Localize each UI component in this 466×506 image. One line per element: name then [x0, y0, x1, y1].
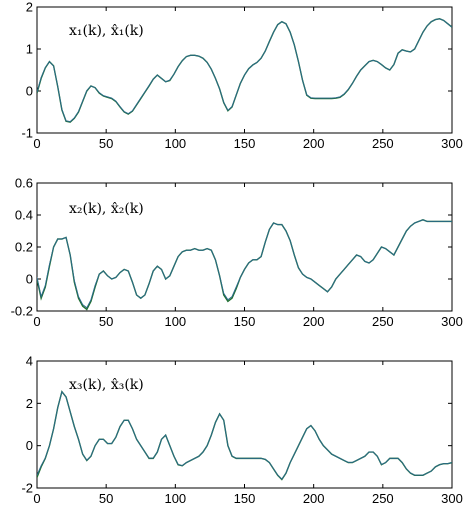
x-tick-label: 250 [372, 314, 394, 329]
x-tick-label: 50 [99, 314, 113, 329]
y-tick-label: -2 [21, 481, 33, 496]
x-tick-label: 300 [441, 491, 463, 506]
x-tick-label: 300 [441, 314, 463, 329]
series-line-estimate [37, 18, 452, 123]
series-line-estimate [37, 390, 452, 480]
series-line-state [37, 390, 452, 481]
series-annotation: x₁(k), x̂₁(k) [69, 23, 144, 39]
x-tick-label: 200 [303, 136, 325, 151]
series-annotation: x₂(k), x̂₂(k) [69, 201, 144, 217]
x-tick-label: 0 [33, 136, 40, 151]
x-tick-label: 100 [164, 314, 186, 329]
x-tick-label: 100 [164, 136, 186, 151]
series-line-state [37, 219, 452, 311]
series-annotation: x₃(k), x̂₃(k) [69, 377, 144, 393]
y-tick-label: 0.2 [15, 240, 33, 255]
x-tick-label: 250 [372, 491, 394, 506]
series-line-estimate [37, 219, 452, 309]
y-tick-label: -1 [21, 126, 33, 141]
x-tick-label: 0 [33, 491, 40, 506]
y-tick-label: 0 [26, 438, 33, 453]
y-tick-label: 2 [26, 0, 33, 15]
x-tick-label: 200 [303, 491, 325, 506]
x-tick-label: 200 [303, 314, 325, 329]
x-tick-label: 300 [441, 136, 463, 151]
y-tick-label: 0 [26, 84, 33, 99]
x-tick-label: 50 [99, 491, 113, 506]
x-tick-label: 100 [164, 491, 186, 506]
y-tick-label: 1 [26, 42, 33, 57]
y-tick-label: 2 [26, 396, 33, 411]
y-tick-label: 4 [26, 354, 33, 369]
y-tick-label: 0 [26, 272, 33, 287]
x-tick-label: 150 [234, 136, 256, 151]
y-tick-label: 0.4 [15, 208, 33, 223]
x-tick-label: 150 [234, 314, 256, 329]
y-tick-label: 0.6 [15, 176, 33, 191]
x-tick-label: 150 [234, 491, 256, 506]
x-tick-label: 50 [99, 136, 113, 151]
subplot-2: 0 50 100 150 200 250 300-0.200.20.40.6x₂(k), x… [11, 176, 463, 330]
x-tick-label: 250 [372, 136, 394, 151]
x-tick-label: 0 [33, 314, 40, 329]
y-tick-label: -0.2 [11, 304, 33, 319]
